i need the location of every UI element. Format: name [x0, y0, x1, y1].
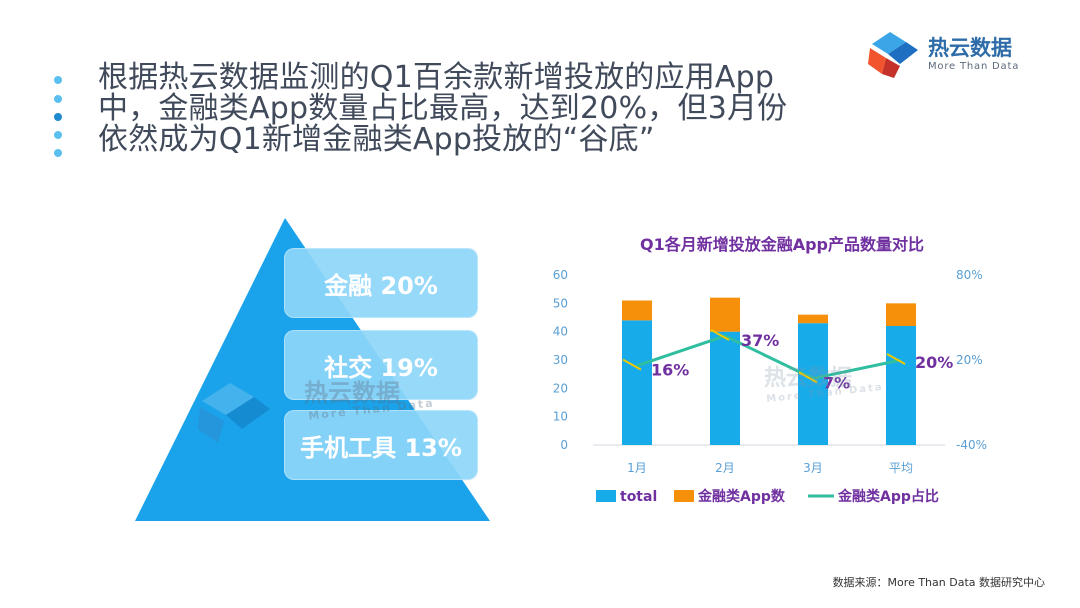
x-tick-label: 1月	[627, 461, 647, 475]
x-tick-label: 2月	[715, 461, 735, 475]
headline-line: 依然成为Q1新增金融类App投放的“谷底”	[98, 122, 655, 157]
data-label-leader	[798, 371, 818, 384]
y-left-tick-label: 0	[560, 438, 568, 452]
source-note: 数据来源：More Than Data 数据研究中心	[832, 576, 1045, 589]
y-left-tick-label: 40	[553, 325, 568, 339]
y-left-tick-label: 30	[553, 353, 568, 367]
bar-finance-count	[710, 297, 740, 332]
legend-swatch-total	[596, 490, 616, 502]
headline-line: 根据热云数据监测的Q1百余款新增投放的应用App	[98, 60, 775, 95]
legend-label-total: total	[620, 489, 657, 505]
bullet-dot	[54, 131, 62, 139]
line-finance-share	[636, 334, 902, 380]
legend-swatch-finance-count	[674, 490, 694, 502]
bullet-dot	[54, 149, 62, 157]
pyramid-label-social: 社交 19%	[284, 330, 478, 400]
brand-name: 热云数据	[928, 36, 1012, 60]
headline-line: 中，金融类App数量占比最高，达到20%，但3月份	[98, 91, 788, 126]
watermark-name: 热云数据	[304, 379, 400, 407]
bar-total	[710, 331, 740, 445]
bar-total	[886, 326, 916, 445]
bullet-column	[54, 76, 64, 157]
x-tick-label: 平均	[889, 461, 913, 475]
bullet-dot	[54, 113, 62, 121]
x-tick-label: 3月	[803, 461, 823, 475]
brand-tagline: More Than Data	[928, 61, 1020, 72]
data-label-leader	[710, 329, 730, 341]
bar-total	[622, 320, 652, 445]
data-label-leader	[886, 353, 906, 365]
data-label: 37%	[741, 331, 779, 350]
data-label-leader	[622, 358, 642, 371]
pyramid-watermark-icon	[198, 383, 270, 443]
bar-finance-count	[622, 300, 652, 321]
bar-total	[798, 323, 828, 445]
pyramid-graphic: 金融 20% 社交 19% 手机工具 13% 热云数据 More Than Da…	[130, 215, 500, 525]
data-label: 16%	[651, 361, 689, 380]
y-right-tick-label: 80%	[956, 268, 983, 282]
pyramid-label-tools: 手机工具 13%	[284, 410, 478, 480]
data-label: 7%	[823, 373, 850, 392]
bullet-dot	[54, 95, 62, 103]
headline-text: 根据热云数据监测的Q1百余款新增投放的应用App 中，金融类App数量占比最高，…	[98, 62, 858, 155]
chart-watermark-name: 热云数据	[764, 366, 853, 391]
bullet-dot	[54, 76, 62, 84]
finance-app-chart: Q1各月新增投放金融App产品数量对比 60 50 40 30 20 10 0 80% 20% -4…	[540, 225, 1020, 525]
bar-finance-count	[886, 303, 916, 326]
chart-canvas: Q1各月新增投放金融App产品数量对比 60 50 40 30 20 10 0 80% 20% -4…	[553, 235, 987, 505]
y-left-tick-label: 20	[553, 381, 568, 395]
brand-logo-icon	[868, 32, 918, 78]
y-left-tick-label: 60	[553, 268, 568, 282]
y-right-tick-label: 20%	[956, 353, 983, 367]
legend-label-finance-count: 金融类App数	[697, 488, 786, 505]
pyramid-label-finance: 金融 20%	[284, 248, 478, 318]
legend-label-finance-share: 金融类App占比	[837, 488, 939, 505]
y-right-tick-label: -40%	[956, 438, 987, 452]
brand-logo: 热云数据 More Than Data	[866, 28, 1046, 78]
y-left-tick-label: 10	[553, 410, 568, 424]
chart-title: Q1各月新增投放金融App产品数量对比	[640, 235, 924, 254]
y-left-tick-label: 50	[553, 296, 568, 310]
data-label: 20%	[915, 353, 953, 372]
bar-finance-count	[798, 314, 828, 324]
